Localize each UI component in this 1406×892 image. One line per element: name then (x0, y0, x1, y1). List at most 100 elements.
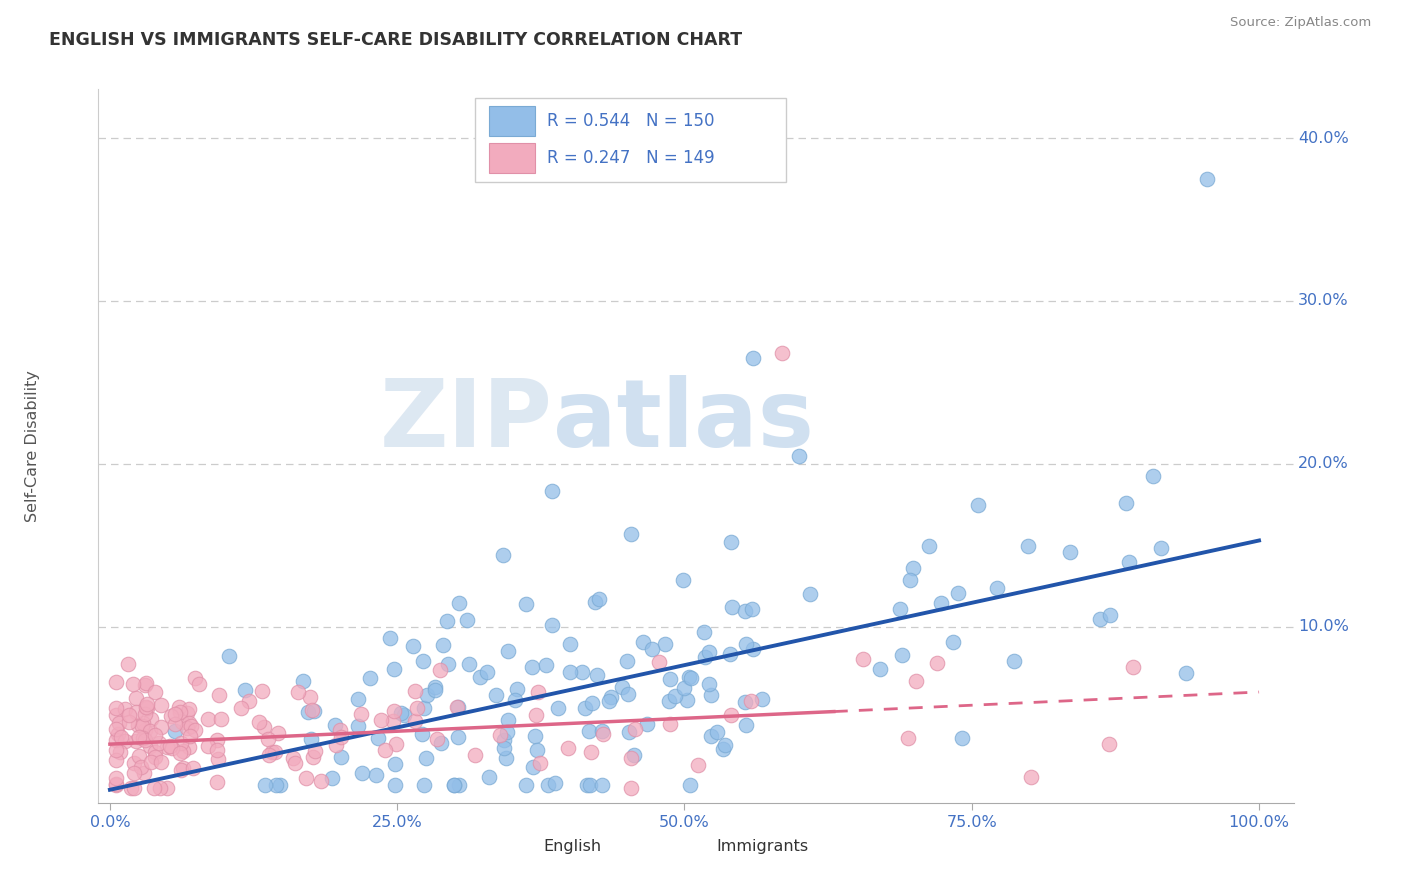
Point (122, 766, 145, 780)
Point (118, 715, 141, 730)
Point (520, 659, 543, 673)
Point (575, 778, 598, 792)
Point (423, 680, 446, 694)
Point (1017, 539, 1039, 553)
Point (104, 742, 127, 756)
Point (389, 706, 412, 720)
Point (1118, 555, 1140, 569)
Point (128, 748, 150, 763)
Point (789, 449, 811, 463)
Point (631, 635, 654, 649)
Point (557, 741, 579, 756)
Point (384, 778, 406, 792)
Point (124, 781, 146, 796)
Point (253, 720, 276, 734)
Point (346, 691, 368, 706)
Point (384, 757, 406, 772)
Point (415, 751, 437, 765)
Point (591, 723, 613, 738)
Point (534, 657, 557, 672)
Point (284, 756, 307, 771)
FancyBboxPatch shape (489, 143, 534, 173)
Point (720, 599, 742, 614)
Point (676, 693, 699, 707)
Point (149, 781, 172, 796)
Point (108, 715, 131, 730)
Point (156, 739, 179, 754)
Point (598, 694, 620, 708)
Point (180, 719, 202, 733)
Point (269, 778, 291, 792)
Point (515, 597, 537, 611)
Point (304, 744, 326, 758)
Point (292, 673, 315, 688)
Point (574, 700, 596, 714)
Point (330, 730, 353, 744)
FancyBboxPatch shape (475, 98, 786, 182)
Point (852, 652, 875, 666)
Text: Self-Care Disability: Self-Care Disability (25, 370, 41, 522)
Text: 10.0%: 10.0% (1298, 619, 1348, 634)
Point (163, 717, 186, 731)
Point (149, 720, 172, 734)
Point (659, 717, 682, 731)
Point (443, 778, 465, 792)
Point (413, 778, 436, 792)
Point (678, 670, 700, 684)
Point (134, 733, 156, 747)
Point (122, 756, 145, 770)
Point (714, 738, 737, 752)
Point (658, 694, 681, 708)
Point (299, 690, 322, 704)
Point (404, 684, 426, 698)
Point (299, 732, 322, 747)
Point (706, 724, 728, 739)
Point (495, 751, 517, 765)
Point (257, 747, 280, 762)
Point (110, 730, 132, 744)
Point (699, 645, 721, 659)
Point (176, 721, 198, 735)
Point (437, 657, 460, 671)
Point (104, 674, 127, 689)
Point (177, 702, 200, 716)
Point (612, 681, 634, 695)
Point (581, 696, 603, 710)
Point (370, 713, 392, 727)
Point (620, 751, 643, 765)
Point (139, 712, 162, 726)
Point (114, 734, 136, 748)
Point (120, 781, 142, 796)
Point (104, 708, 127, 723)
Point (583, 595, 606, 609)
Point (901, 561, 924, 575)
Point (918, 540, 941, 554)
Point (411, 727, 433, 741)
Point (1059, 545, 1081, 559)
Point (264, 745, 287, 759)
Point (927, 656, 949, 670)
Point (547, 701, 569, 715)
Point (321, 772, 343, 786)
Point (297, 706, 319, 720)
Point (693, 625, 716, 640)
Point (134, 723, 156, 738)
Point (741, 602, 763, 616)
Point (207, 752, 229, 766)
Point (492, 548, 515, 562)
Point (413, 700, 436, 714)
Point (1098, 607, 1121, 622)
Point (673, 681, 696, 695)
FancyBboxPatch shape (489, 105, 534, 136)
Point (139, 739, 162, 753)
Point (966, 498, 988, 512)
Point (131, 760, 153, 774)
Point (323, 718, 346, 732)
Point (654, 637, 676, 651)
Point (143, 727, 166, 741)
Point (592, 727, 614, 741)
Point (208, 688, 231, 702)
Point (179, 740, 201, 755)
Point (131, 719, 153, 733)
Point (128, 731, 150, 745)
